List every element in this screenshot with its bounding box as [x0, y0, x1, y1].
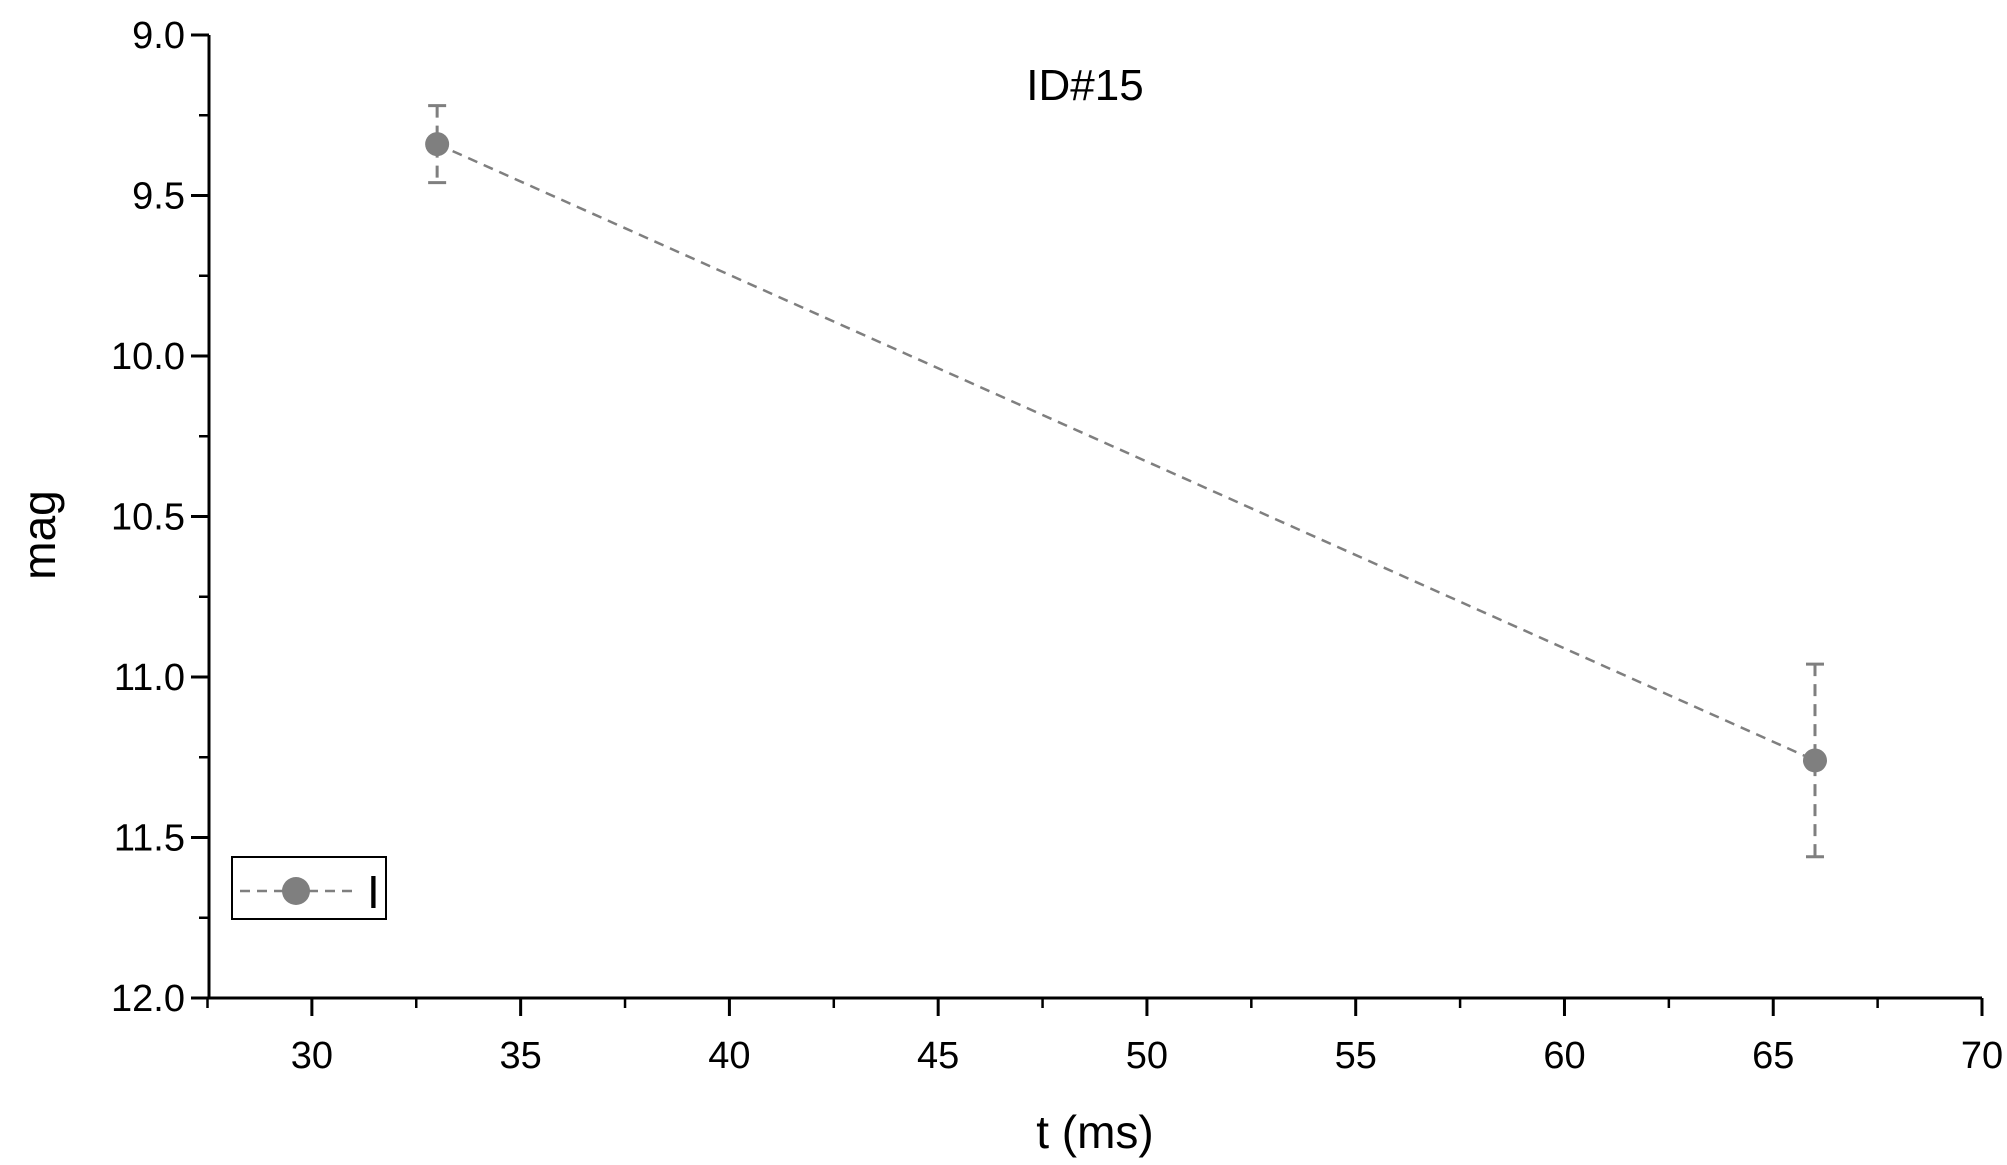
legend-marker: [282, 877, 310, 905]
x-tick-label: 70: [1961, 1035, 2003, 1077]
legend: I: [231, 856, 387, 920]
series-line: [436, 142, 1816, 762]
x-tick-label: 45: [917, 1035, 959, 1077]
y-tick-label: 10.5: [111, 497, 185, 539]
x-tick-label: 30: [291, 1035, 333, 1077]
x-tick-label: 65: [1752, 1035, 1794, 1077]
data-point: [425, 132, 450, 157]
x-tick-label: 55: [1335, 1035, 1377, 1077]
y-tick-label: 12.0: [111, 978, 185, 1020]
y-tick-label: 10.0: [111, 336, 185, 378]
x-tick-label: 60: [1543, 1035, 1585, 1077]
x-axis-ticks: 30 35 40 45 50 55 60 65 70: [206, 998, 2003, 1077]
x-tick-label: 50: [1126, 1035, 1168, 1077]
x-axis-title: t (ms): [1036, 1106, 1154, 1158]
y-axis-title: mag: [13, 490, 65, 579]
y-axis-ticks: 9.0 9.5 10.0 10.5 11.0 11.5 12.0: [111, 15, 209, 1020]
chart-title: ID#15: [1026, 61, 1143, 110]
plot-area: [425, 104, 1827, 859]
y-tick-label: 9.5: [132, 176, 185, 218]
data-point: [1802, 748, 1827, 773]
y-tick-label: 9.0: [132, 15, 185, 57]
x-tick-label: 35: [500, 1035, 542, 1077]
y-tick-label: 11.0: [114, 657, 185, 699]
legend-label: I: [367, 866, 380, 918]
x-tick-label: 40: [708, 1035, 750, 1077]
y-tick-label: 11.5: [114, 818, 185, 860]
